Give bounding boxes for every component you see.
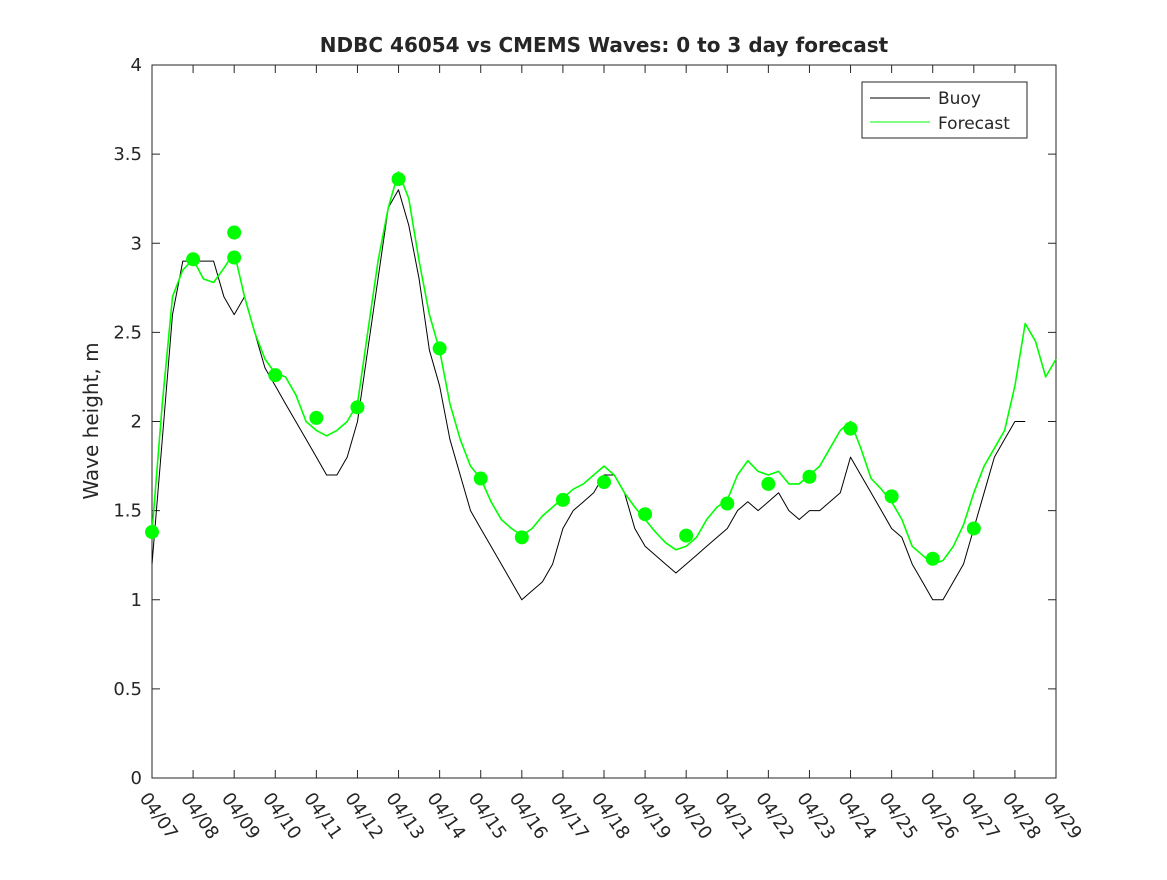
forecast-init-points — [145, 172, 981, 566]
x-tick-label: 04/09 — [217, 789, 264, 844]
series-layer — [151, 171, 1057, 601]
x-tick-label: 04/10 — [258, 789, 305, 844]
forecast-init-point — [350, 400, 365, 415]
x-tick-label: 04/22 — [751, 789, 798, 844]
legend: Buoy Forecast — [861, 81, 1028, 139]
y-tick-label: 4 — [131, 55, 142, 76]
forecast-init-point — [309, 410, 324, 425]
x-tick-label: 04/17 — [546, 789, 593, 844]
x-tick-label: 04/14 — [423, 789, 470, 844]
forecast-init-point — [966, 521, 981, 536]
forecast-init-point — [391, 172, 406, 187]
x-tick-label: 04/07 — [135, 789, 182, 844]
forecast-init-point — [638, 507, 653, 522]
forecast-init-point — [473, 471, 488, 486]
y-tick-label: 0 — [131, 768, 142, 789]
x-tick-label: 04/16 — [505, 789, 552, 844]
x-tick-label: 04/29 — [1039, 789, 1086, 844]
y-axis-ticks: 0 0.5 1 1.5 2 2.5 3 3.5 4 — [113, 55, 1056, 789]
x-tick-label: 04/11 — [299, 789, 346, 844]
y-tick-label: 2.5 — [113, 322, 142, 343]
x-tick-label: 04/23 — [792, 789, 839, 844]
forecast-init-point — [802, 469, 817, 484]
forecast-init-point — [186, 252, 201, 267]
forecast-init-point — [555, 492, 570, 507]
forecast-init-point — [597, 475, 611, 490]
forecast-init-point — [843, 421, 858, 436]
plot-area — [151, 64, 1057, 779]
x-tick-label: 04/12 — [340, 789, 387, 844]
x-tick-label: 04/15 — [464, 789, 511, 844]
y-tick-label: 1.5 — [113, 501, 142, 522]
y-tick-label: 3.5 — [113, 144, 142, 165]
forecast-init-point — [514, 530, 529, 545]
x-tick-label: 04/19 — [628, 789, 675, 844]
x-tick-label: 04/25 — [875, 789, 922, 844]
x-tick-label: 04/24 — [833, 789, 880, 844]
buoy-series-line — [151, 189, 1026, 601]
legend-buoy-label: Buoy — [938, 89, 981, 109]
y-axis-label: Wave height, m — [79, 342, 103, 499]
forecast-init-point — [925, 551, 940, 566]
x-tick-label: 04/21 — [710, 789, 757, 844]
forecast-series-line — [151, 171, 1057, 565]
forecast-init-point — [227, 225, 242, 240]
y-tick-label: 1 — [131, 590, 142, 611]
forecast-init-point — [679, 528, 694, 543]
x-tick-label: 04/18 — [587, 789, 634, 844]
forecast-init-point — [227, 250, 242, 265]
y-tick-label: 3 — [131, 233, 142, 254]
forecast-init-point — [720, 496, 735, 511]
chart-title: NDBC 46054 vs CMEMS Waves: 0 to 3 day fo… — [320, 33, 889, 57]
forecast-init-point — [884, 489, 899, 504]
x-tick-label: 04/08 — [176, 789, 223, 844]
x-tick-label: 04/13 — [381, 789, 428, 844]
legend-forecast-label: Forecast — [938, 114, 1010, 134]
y-tick-label: 2 — [131, 412, 142, 433]
forecast-init-point — [432, 341, 447, 356]
forecast-init-point — [145, 525, 159, 540]
forecast-init-point — [761, 476, 776, 491]
y-tick-label: 0.5 — [113, 679, 142, 700]
x-tick-label: 04/28 — [998, 789, 1045, 844]
x-tick-label: 04/20 — [669, 789, 716, 844]
legend-box — [861, 81, 1028, 139]
forecast-init-point — [268, 368, 283, 383]
x-tick-label: 04/26 — [916, 789, 963, 844]
x-tick-label: 04/27 — [957, 789, 1004, 844]
